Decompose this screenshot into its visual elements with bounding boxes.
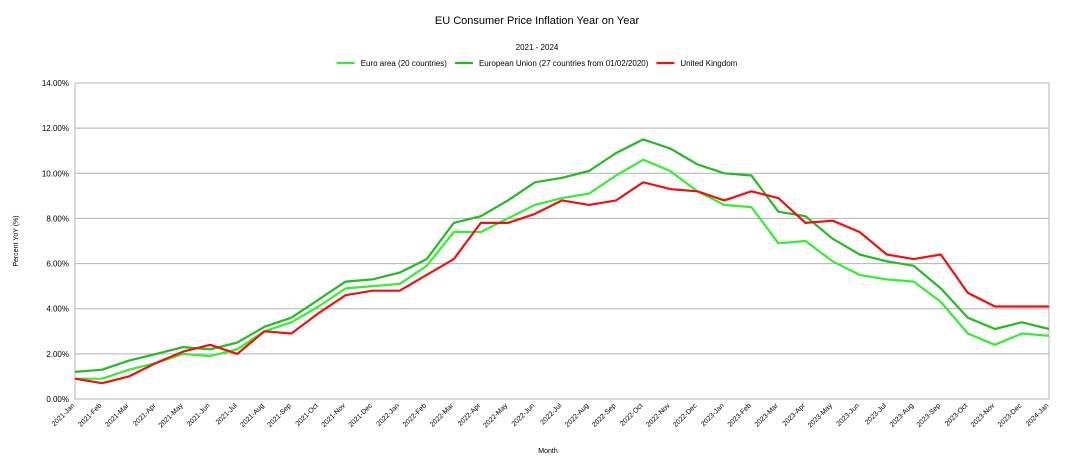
y-tick-label: 10.00% [42, 169, 69, 178]
x-tick-label: 2023-Mar [754, 402, 781, 429]
x-tick-label: 2023-May [807, 402, 834, 429]
x-tick-label: 2021-Dec [348, 402, 375, 429]
y-tick-label: 6.00% [46, 260, 69, 269]
x-tick-label: 2023-Jun [835, 402, 861, 428]
legend-label-1: Euro area (20 countries) [361, 59, 448, 68]
x-tick-label: 2022-Jan [375, 402, 401, 428]
x-tick-label: 2023-Apr [782, 402, 808, 428]
x-axis-ticks: 2021-Jan 2021-Feb 2021-Mar 2021-Apr 2021-May… [51, 402, 1051, 429]
x-tick-label: 2022-Mar [429, 402, 456, 429]
x-tick-label: 2022-Dec [672, 402, 699, 429]
x-tick-label: 2021-Mar [104, 402, 131, 429]
y-tick-label: 4.00% [46, 305, 69, 314]
y-tick-label: 12.00% [42, 124, 69, 133]
x-axis-label: Month [538, 448, 558, 455]
y-tick-label: 0.00% [46, 395, 69, 404]
x-tick-label: 2021-Aug [239, 402, 265, 428]
x-tick-label: 2021-Feb [77, 402, 103, 428]
x-tick-label: 2023-Sep [916, 402, 942, 428]
x-tick-label: 2022-Aug [564, 402, 590, 428]
chart-title: EU Consumer Price Inflation Year on Year [435, 15, 640, 27]
chart-legend: Euro area (20 countries) European Union (… [336, 59, 738, 68]
x-tick-label: 2021-Oct [295, 402, 320, 427]
series-line-3 [74, 181, 1049, 385]
x-tick-label: 2021-Apr [132, 402, 158, 428]
x-tick-label: 2023-Oct [944, 402, 969, 427]
series-line-1 [75, 158, 1050, 380]
x-tick-label: 2022-Apr [457, 402, 483, 428]
legend-label-2: European Union (27 countries from 01/02/… [479, 59, 649, 68]
gridlines [75, 82, 1049, 400]
chart-subtitle: 2021 - 2024 [516, 43, 559, 52]
x-tick-label: 2023-Nov [970, 402, 997, 429]
x-tick-label: 2022-Jun [511, 402, 537, 428]
plot-area-border [74, 82, 1050, 400]
y-tick-label: 2.00% [46, 350, 69, 359]
x-tick-label: 2023-Aug [889, 402, 915, 428]
x-tick-label: 2021-Jul [215, 402, 239, 426]
x-tick-label: 2022-Oct [619, 402, 644, 427]
series-lines [74, 138, 1050, 385]
x-tick-label: 2022-May [482, 402, 509, 429]
x-tick-label: 2021-Jan [51, 402, 77, 428]
x-tick-label: 2023-Jan [700, 402, 726, 428]
y-tick-label: 14.00% [42, 79, 69, 88]
x-tick-label: 2021-Nov [321, 402, 348, 429]
x-tick-label: 2023-Dec [997, 402, 1024, 429]
x-tick-label: 2022-Sep [591, 402, 617, 428]
x-tick-label: 2023-Jul [864, 402, 888, 426]
x-tick-label: 2021-Sep [266, 402, 292, 428]
x-tick-label: 2024-Jan [1025, 402, 1051, 428]
legend-label-3: United Kingdom [680, 59, 737, 68]
x-tick-label: 2021-May [158, 402, 185, 429]
x-tick-label: 2022-Nov [645, 402, 672, 429]
x-tick-label: 2022-Feb [402, 402, 428, 428]
y-tick-label: 8.00% [46, 214, 69, 223]
series-line-2 [74, 138, 1050, 373]
x-tick-label: 2022-Jul [539, 402, 563, 426]
x-tick-label: 2021-Jun [186, 402, 212, 428]
y-axis-ticks: 0.00% 2.00% 4.00% 6.00% 8.00% 10.00% 12.00% 14.… [42, 79, 69, 404]
y-axis-label: Percent YoY (%) [13, 215, 20, 266]
x-tick-label: 2023-Feb [727, 402, 753, 428]
